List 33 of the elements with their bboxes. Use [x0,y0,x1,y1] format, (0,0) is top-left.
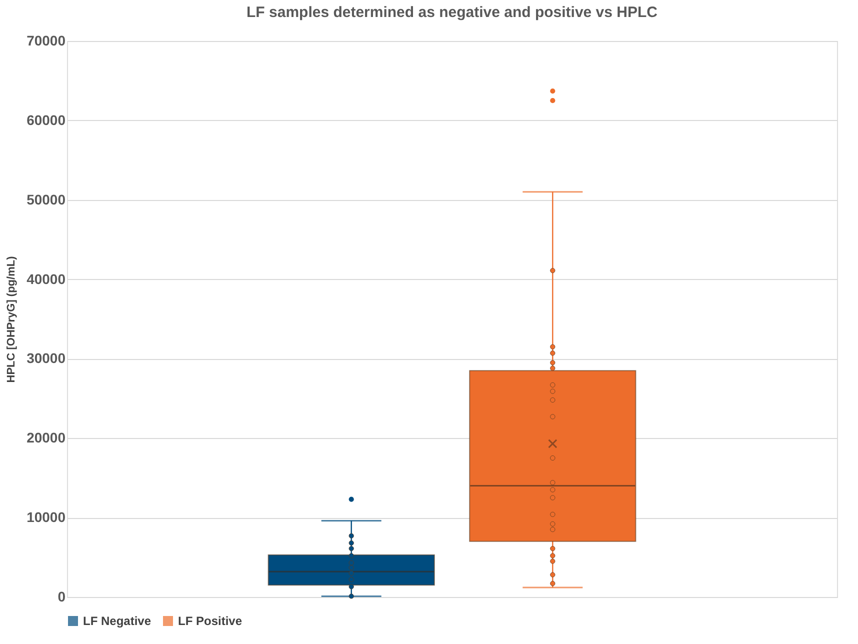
point [550,382,556,388]
y-tick-label: 0 [58,588,66,604]
y-tick-label: 10000 [26,509,66,526]
legend-label: LF Negative [83,614,152,628]
point [550,572,556,578]
point [550,397,556,403]
point [550,366,556,371]
y-axis-title: HPLC [OHPryG] (pg/mL) [6,256,18,383]
point [550,546,556,552]
point [550,521,556,526]
y-tick-label: 40000 [26,270,66,287]
y-tick-label: 50000 [26,191,66,208]
point [550,487,556,492]
point [550,268,556,274]
y-tick-label: 30000 [26,350,66,366]
point [550,360,556,366]
chart-title: LF samples determined as negative and positive vs HPLC [246,4,658,21]
point [550,344,556,350]
point [550,388,556,394]
y-tick-label: 60000 [26,112,66,128]
point [550,480,556,486]
point [550,526,556,532]
point [550,350,556,356]
y-tick-label: 20000 [26,430,66,446]
point [550,558,556,564]
point [550,512,556,517]
y-tick-label: 70000 [26,32,66,48]
legend-label: LF Positive [178,614,242,628]
point [550,553,556,558]
point [550,455,556,461]
point [550,495,556,500]
point [550,580,556,586]
point [550,414,556,420]
